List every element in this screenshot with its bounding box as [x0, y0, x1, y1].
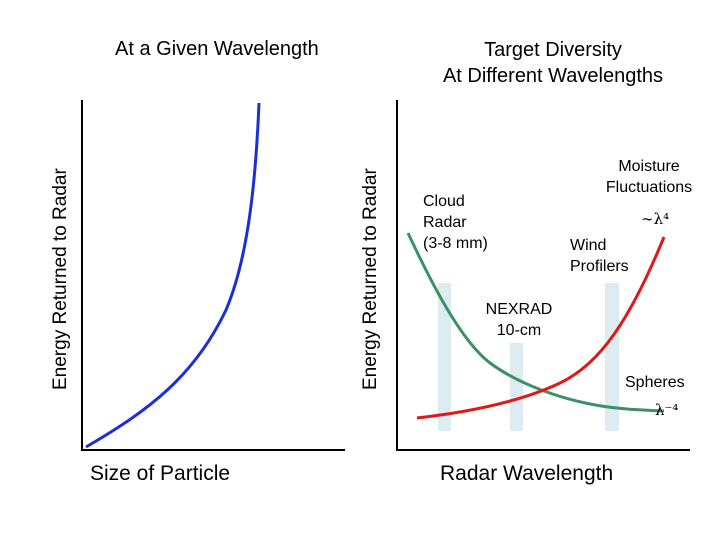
- label-wind-profilers: Wind Profilers: [570, 235, 629, 277]
- right-panel-title: Target Diversity At Different Wavelength…: [403, 37, 703, 89]
- label-wind-line-1: Wind: [570, 237, 607, 254]
- label-nexrad-line-1: NEXRAD: [485, 301, 553, 318]
- label-nexrad: NEXRAD 10-cm: [474, 299, 564, 341]
- right-panel-axes: [396, 100, 690, 451]
- left-panel-curve: [85, 102, 261, 449]
- label-cloud-radar: Cloud Radar (3-8 mm): [423, 191, 488, 254]
- left-panel-axes: [81, 100, 345, 451]
- label-cloud-radar-line-1: Cloud: [423, 193, 465, 210]
- curve-lambda-positive: [416, 236, 666, 420]
- left-panel-title: At a Given Wavelength: [115, 38, 319, 60]
- label-cloud-radar-line-3: (3-8 mm): [423, 235, 488, 252]
- label-lambda-positive: ∼λ⁴: [641, 210, 670, 228]
- right-panel-x-axis-label: Radar Wavelength: [440, 462, 614, 485]
- right-panel-title-line-1: Target Diversity: [484, 39, 622, 61]
- left-panel-x-axis-label: Size of Particle: [90, 462, 231, 485]
- label-spheres: Spheres: [625, 374, 685, 391]
- label-moisture-fluctuations: Moisture Fluctuations: [598, 156, 700, 198]
- label-wind-line-2: Profilers: [570, 258, 629, 275]
- right-panel-title-line-2: At Different Wavelengths: [442, 65, 664, 87]
- band-cloud-radar: [438, 283, 451, 431]
- label-lambda-negative: λ⁻⁴: [655, 401, 679, 419]
- label-cloud-radar-line-2: Radar: [423, 214, 467, 231]
- band-nexrad: [510, 343, 523, 431]
- label-moisture-line-2: Fluctuations: [605, 179, 693, 196]
- label-moisture-line-1: Moisture: [618, 158, 680, 175]
- band-wind-profilers: [605, 283, 619, 431]
- curve-lambda-negative: [406, 232, 665, 413]
- label-nexrad-line-2: 10-cm: [496, 322, 542, 339]
